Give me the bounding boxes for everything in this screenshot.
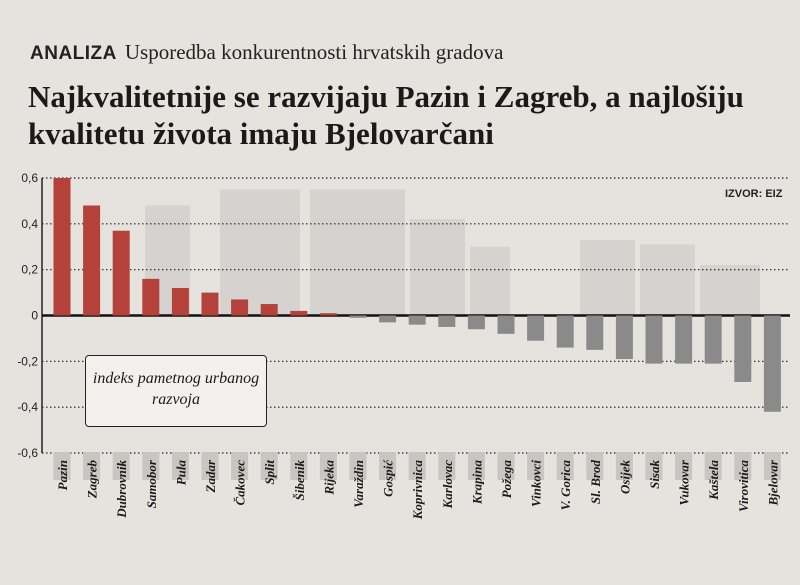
label-backdrop (675, 452, 693, 480)
backdrop-shape (580, 239, 635, 316)
x-tick-label: Samobor (144, 459, 159, 508)
label-backdrop (497, 452, 515, 480)
y-tick-label: 0 (31, 309, 38, 323)
y-tick-label: -0,6 (17, 446, 38, 460)
backdrop-shape (700, 265, 760, 316)
label-backdrop (704, 452, 722, 480)
backdrop-shape (640, 244, 695, 316)
source-label: IZVOR: EIZ (725, 188, 783, 200)
bar (497, 315, 515, 334)
label-backdrop (379, 452, 397, 480)
bar (763, 315, 781, 412)
x-tick-label: Virovitica (736, 460, 751, 513)
x-tick-label: Varaždin (351, 460, 366, 508)
label-backdrop (438, 452, 456, 480)
x-tick-label: Koprivnica (410, 460, 425, 521)
x-tick-label: Kaštela (706, 460, 721, 501)
bar (349, 315, 367, 318)
label-backdrop (349, 452, 367, 480)
x-tick-label: Šibenik (292, 460, 307, 501)
bar (527, 315, 545, 341)
label-backdrop (527, 452, 545, 480)
bar (379, 315, 397, 323)
label-backdrop (83, 452, 101, 480)
kicker-subtitle: Usporedba konkurentnosti hrvatskih grado… (124, 40, 504, 64)
label-backdrop (201, 452, 219, 480)
bar (734, 315, 752, 382)
bar (290, 310, 308, 316)
backdrop-shape (310, 189, 405, 316)
bar (260, 304, 278, 316)
backdrop-shape (470, 246, 510, 316)
bar (467, 315, 485, 330)
y-tick-label: -0,2 (17, 354, 38, 368)
y-tick-label: 0,4 (21, 217, 38, 231)
bar (112, 230, 130, 316)
y-tick-label: -0,4 (17, 400, 38, 414)
bar (53, 178, 71, 316)
x-tick-label: Vinkovci (529, 460, 544, 507)
label-backdrop (467, 452, 485, 480)
x-tick-label: Sisak (647, 460, 662, 489)
kicker: ANALIZA Usporedba konkurentnosti hrvatski… (30, 40, 503, 65)
label-backdrop (556, 452, 574, 480)
callout-box: indeks pametnog urbanog razvoja (85, 355, 267, 427)
bar (142, 278, 160, 316)
bar (586, 315, 604, 350)
bar (231, 299, 249, 316)
label-backdrop (734, 452, 752, 480)
label-backdrop (645, 452, 663, 480)
label-backdrop (53, 452, 71, 480)
x-tick-label: Sl. Brod (588, 460, 603, 505)
label-backdrop (260, 452, 278, 480)
label-backdrop (112, 452, 130, 480)
backdrop-shape (410, 219, 465, 316)
kicker-tag: ANALIZA (30, 43, 117, 64)
x-tick-label: Bjelovar (765, 459, 780, 506)
bar (438, 315, 456, 327)
bar (556, 315, 574, 348)
label-backdrop (615, 452, 633, 480)
callout-label: indeks pametnog urbanog razvoja (92, 370, 260, 408)
label-backdrop (586, 452, 604, 480)
x-tick-label: Zagreb (85, 460, 100, 500)
label-backdrop (142, 452, 160, 480)
bar (675, 315, 693, 364)
backdrop-shape (220, 189, 300, 316)
x-tick-label: Požega (499, 460, 514, 499)
bar-chart: 0,6 0,4 0,2 0 -0,2 -0,4 -0,6 Pazin Zagreb Dubrovn… (17, 171, 790, 521)
x-tick-label: Krapina (469, 460, 484, 506)
x-tick-label: Vukovar (677, 459, 692, 505)
x-tick-label: Dubrovnik (114, 460, 129, 519)
bar (171, 288, 189, 316)
label-backdrop (408, 452, 426, 480)
x-tick-label: Gospić (381, 459, 396, 497)
y-tick-label: 0,6 (21, 171, 38, 185)
x-tick-label: V. Gorica (558, 460, 573, 511)
x-tick-label: Karlovac (440, 460, 455, 510)
x-tick-label: Čakovec (233, 460, 248, 506)
bar (408, 315, 426, 325)
label-backdrop (290, 452, 308, 480)
bar (201, 292, 219, 316)
bar (319, 313, 337, 316)
label-backdrop (171, 452, 189, 480)
bar (615, 315, 633, 360)
x-tick-label: Pula (173, 460, 188, 486)
y-tick-label: 0,2 (21, 263, 38, 277)
bar (83, 205, 101, 316)
x-tick-label: Zadar (203, 459, 218, 493)
bar (645, 315, 663, 364)
label-backdrop (231, 452, 249, 480)
label-backdrop (319, 452, 337, 480)
x-tick-label: Rijeka (321, 460, 336, 496)
x-tick-label: Split (262, 460, 277, 485)
x-tick-label: Pazin (55, 460, 70, 490)
x-tick-label: Osijek (617, 460, 632, 494)
bar (704, 315, 722, 364)
chart-title: Najkvalitetnije se razvijaju Pazin i Zag… (28, 79, 744, 151)
label-backdrop (763, 452, 781, 480)
